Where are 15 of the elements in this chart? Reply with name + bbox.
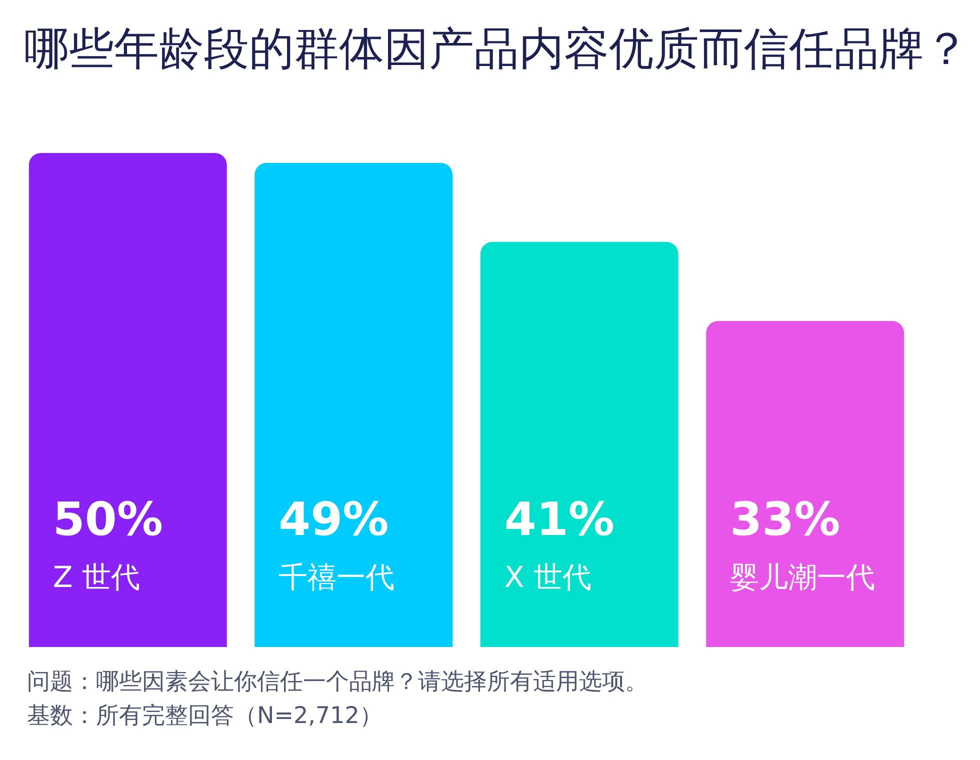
data-label: 33% — [730, 492, 840, 546]
x-tick-label: Z 世代 — [52, 560, 140, 594]
x-tick-label: X 世代 — [504, 560, 592, 594]
chart-title: 哪些年龄段的群体因产品内容优质而信任品牌？ — [24, 22, 969, 75]
data-label: 49% — [278, 492, 389, 546]
x-tick-label: 千禧一代 — [278, 560, 395, 594]
bar — [28, 153, 227, 647]
data-label: 50% — [52, 492, 163, 546]
bar — [254, 162, 453, 647]
bar — [706, 320, 904, 647]
data-label: 41% — [504, 492, 614, 546]
text: 基数：所有完整回答（N=2,712） — [27, 703, 382, 730]
bar — [480, 242, 678, 647]
x-tick-label: 婴儿潮一代 — [730, 560, 876, 594]
text: 问题：哪些因素会让你信任一个品牌？请选择所有适用选项。 — [27, 669, 648, 696]
